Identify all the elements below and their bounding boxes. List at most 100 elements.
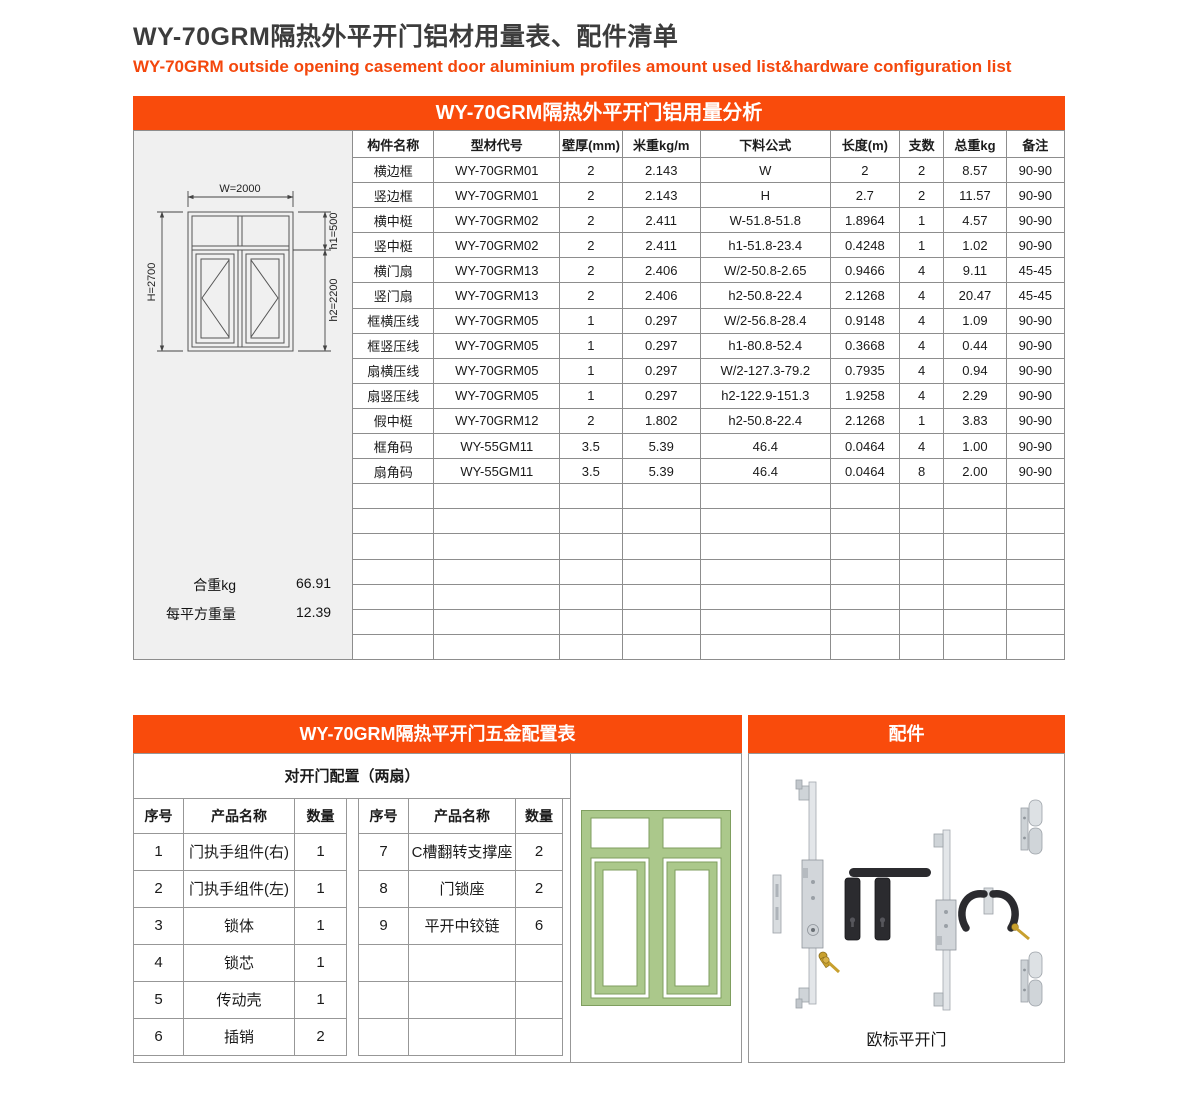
table-cell: 0.3668: [829, 332, 901, 359]
table-cell: W: [699, 156, 831, 184]
table-cell: 1: [133, 832, 184, 871]
table-cell: 0.44: [943, 332, 1007, 359]
table-cell: 门执手组件(右): [183, 832, 295, 871]
table-cell: [699, 608, 831, 635]
table-cell: 2.1268: [829, 407, 901, 435]
table-cell: 平开中铰链: [408, 906, 516, 945]
table-cell: 4: [899, 282, 945, 309]
table-cell: [829, 608, 901, 635]
table-cell: WY-70GRM12: [433, 407, 561, 435]
table-cell: 11.57: [943, 182, 1007, 209]
table-row: 横边框 WY-70GRM01 2 2.143 W 2 2 8.57 90-90: [351, 156, 1066, 184]
table-cell: h1-51.8-23.4: [699, 232, 831, 259]
table-row: 竖中梃 WY-70GRM02 2 2.411 h1-51.8-23.4 0.4248 1 1.…: [351, 232, 1066, 259]
hardware-tables-wrap: 对开门配置（两扇） 序号 产品名称 数量 1 门执手组件(右: [133, 754, 571, 1062]
lock-cylinder-key-icon: [818, 951, 840, 974]
table-cell: 扇竖压线: [351, 382, 435, 409]
hw-header-row: 序号 产品名称 数量: [358, 799, 563, 834]
table-cell: 2.29: [943, 382, 1007, 409]
col-seq: 序号: [133, 799, 184, 834]
table-cell: 2: [515, 832, 563, 871]
table-cell: [433, 508, 561, 535]
table-cell: 扇角码: [351, 458, 435, 485]
table-cell: 2: [899, 182, 945, 209]
table-cell: [1005, 608, 1066, 635]
table-cell: 1: [294, 832, 347, 871]
table-cell: [699, 583, 831, 610]
table-cell: 2: [559, 257, 623, 284]
dim-width-label: W=2000: [219, 183, 260, 195]
table-cell: 2.143: [621, 182, 701, 209]
table-cell: 45-45: [1005, 282, 1066, 309]
hardware-config-header: WY-70GRM隔热平开门五金配置表: [133, 715, 742, 753]
table-row: 假中梃 WY-70GRM12 2 1.802 h2-50.8-22.4 2.1268 1 3.…: [351, 407, 1066, 435]
table-cell: 2: [559, 407, 623, 435]
table-cell: [621, 558, 701, 585]
table-cell: 2: [559, 182, 623, 209]
table-cell: [515, 980, 563, 1019]
table-cell: [899, 608, 945, 635]
table-cell: 1: [899, 407, 945, 435]
table-cell: [943, 608, 1007, 635]
table-cell: [433, 533, 561, 560]
table-cell: [408, 980, 516, 1019]
table-cell: [559, 508, 623, 535]
table-cell: [358, 1017, 409, 1056]
table-cell: [358, 943, 409, 982]
table-cell: 2: [829, 156, 901, 184]
table-row: [351, 558, 1066, 585]
table-cell: 45-45: [1005, 257, 1066, 284]
table-cell: 框竖压线: [351, 332, 435, 359]
col-qty: 数量: [294, 799, 347, 834]
table-cell: H: [699, 182, 831, 209]
table-cell: 2: [559, 282, 623, 309]
page-title: WY-70GRM隔热外平开门铝材用量表、配件清单: [133, 23, 679, 51]
hardware-photo: [772, 779, 1042, 1011]
table-cell: 6: [133, 1017, 184, 1056]
col-wall-thick: 壁厚(mm): [559, 130, 623, 158]
table-cell: 锁芯: [183, 943, 295, 982]
multi-point-lock-icon: [795, 779, 823, 1009]
table-cell: [351, 583, 435, 610]
table-divider: [347, 799, 358, 1062]
page-subtitle: WY-70GRM outside opening casement door a…: [133, 57, 1012, 76]
table-cell: [559, 533, 623, 560]
totals-block: 合重kg 66.91 每平方重量 12.39: [134, 575, 352, 633]
table-cell: [699, 633, 831, 661]
table-cell: 90-90: [1005, 332, 1066, 359]
table-cell: 竖边框: [351, 182, 435, 209]
table-cell: WY-55GM11: [433, 458, 561, 485]
table-cell: 9: [358, 906, 409, 945]
table-cell: 8: [899, 458, 945, 485]
table-cell: WY-70GRM13: [433, 282, 561, 309]
table-cell: [351, 558, 435, 585]
table-cell: W/2-127.3-79.2: [699, 357, 831, 384]
col-length: 长度(m): [829, 130, 901, 158]
table-cell: [351, 483, 435, 510]
table-cell: 4: [899, 332, 945, 359]
total-weight-value: 66.91: [296, 575, 332, 591]
table-cell: [408, 943, 516, 982]
table-cell: C槽翻转支撑座: [408, 832, 516, 871]
table-cell: 0.297: [621, 307, 701, 334]
table-cell: 90-90: [1005, 458, 1066, 485]
table-cell: 框横压线: [351, 307, 435, 334]
table-cell: [1005, 583, 1066, 610]
table-cell: 0.297: [621, 357, 701, 384]
keeper-strip-icon: [772, 874, 781, 934]
table-cell: WY-70GRM13: [433, 257, 561, 284]
table-cell: 8.57: [943, 156, 1007, 184]
table-cell: 90-90: [1005, 207, 1066, 234]
table-cell: [621, 508, 701, 535]
table-cell: 4: [899, 382, 945, 409]
table-row: 横门扇 WY-70GRM13 2 2.406 W/2-50.8-2.65 0.9466 4 9…: [351, 257, 1066, 284]
table-cell: 1.8964: [829, 207, 901, 234]
table-cell: 竖门扇: [351, 282, 435, 309]
usage-analysis-header: WY-70GRM隔热外平开门铝用量分析: [133, 96, 1065, 130]
table-cell: h2-122.9-151.3: [699, 382, 831, 409]
table-cell: [621, 483, 701, 510]
table-cell: 2.1268: [829, 282, 901, 309]
table-cell: 1: [294, 943, 347, 982]
table-row: 7 C槽翻转支撑座 2: [358, 832, 563, 871]
table-row: 1 门执手组件(右) 1: [133, 832, 347, 871]
